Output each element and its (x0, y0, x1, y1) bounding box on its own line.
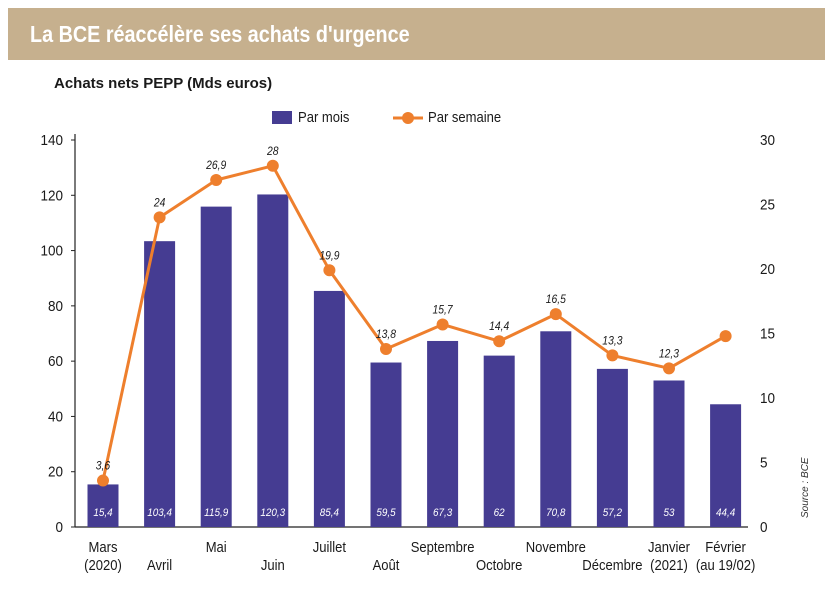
line-point (606, 349, 619, 362)
y-right-tick-label: 30 (760, 132, 775, 149)
x-tick-label: Janvier (648, 539, 690, 555)
legend-marker-par-semaine (402, 112, 414, 124)
y-left-tick-label: 100 (41, 243, 64, 260)
line-point (549, 308, 562, 321)
bar-value-label: 53 (663, 508, 674, 520)
bar (313, 290, 345, 527)
line-value-label: 19,9 (319, 250, 339, 263)
bar-value-label: 62 (494, 508, 505, 520)
y-left-tick-label: 40 (48, 409, 63, 426)
line-value-label: 13,3 (602, 335, 622, 348)
bar (144, 241, 176, 527)
bar (596, 368, 628, 527)
y-left-tick-label: 60 (48, 354, 63, 371)
line-point (153, 211, 166, 224)
series-line-par-semaine (101, 164, 727, 481)
bar (200, 206, 232, 527)
bar-value-label: 57,2 (603, 508, 622, 520)
y-right-tick-label: 25 (760, 197, 775, 214)
line-point (210, 173, 223, 186)
bar-value-label: 67,3 (433, 508, 452, 520)
bar (540, 331, 572, 527)
y-left-tick-label: 140 (41, 132, 64, 149)
bar (653, 380, 685, 527)
x-tick-label: Octobre (476, 557, 523, 573)
bar-value-label: 85,4 (320, 508, 339, 520)
bar (427, 340, 459, 527)
line-value-label: 28 (266, 145, 279, 158)
bar-value-label: 120,3 (260, 508, 285, 520)
x-tick-label: Novembre (526, 539, 586, 555)
x-tick-label: Février (705, 539, 746, 555)
line-value-label: 14,4 (489, 321, 509, 334)
header-banner: La BCE réaccélère ses achats d'urgence (8, 8, 825, 60)
line-point (493, 335, 506, 348)
line-point (719, 330, 732, 343)
chart-subtitle: Achats nets PEPP (Mds euros) (54, 75, 273, 92)
x-tick-label: (au 19/02) (696, 557, 755, 573)
line-point (323, 264, 336, 277)
line-value-label: 15,7 (433, 304, 454, 317)
x-tick-label: Mai (206, 539, 227, 555)
line-point (380, 342, 392, 355)
y-right-tick-label: 5 (760, 455, 768, 472)
line-value-label: 12,3 (659, 348, 679, 361)
x-tick-label: (2021) (650, 557, 688, 573)
bar-value-label: 103,4 (147, 508, 172, 520)
line-value-label: 3,6 (96, 460, 111, 473)
line-point (266, 159, 279, 172)
line-value-label: 13,8 (376, 329, 397, 342)
y-right-tick-label: 15 (760, 326, 775, 343)
y-right-tick-label: 0 (760, 519, 768, 536)
bar (87, 484, 119, 527)
line-value-label: 26,9 (205, 160, 226, 173)
legend-swatch-par-mois (272, 111, 292, 124)
y-left-tick-label: 20 (48, 464, 63, 481)
line-point (436, 318, 449, 331)
x-tick-label: (2020) (84, 557, 122, 573)
bar-value-label: 15,4 (93, 508, 112, 520)
chart-title: La BCE réaccélère ses achats d'urgence (30, 20, 410, 47)
line-point (663, 362, 675, 375)
bar-value-label: 115,9 (204, 508, 228, 520)
y-right-tick-label: 20 (760, 261, 775, 278)
line-value-label: 16,5 (546, 294, 567, 307)
bar-value-label: 59,5 (376, 508, 395, 520)
bar-value-label: 44,4 (716, 508, 735, 520)
bar-value-label: 70,8 (546, 508, 565, 520)
bar (710, 404, 742, 527)
x-tick-label: Août (373, 557, 400, 573)
x-tick-label: Septembre (411, 539, 475, 555)
x-tick-label: Avril (147, 557, 172, 573)
bar (257, 194, 289, 527)
legend-label-par-mois: Par mois (298, 109, 350, 125)
source-note: Source : BCE (800, 457, 811, 518)
x-tick-label: Décembre (582, 557, 642, 573)
y-left-tick-label: 80 (48, 298, 63, 315)
bar (483, 355, 515, 527)
line-value-label: 24 (153, 197, 165, 210)
y-left-tick-label: 0 (55, 519, 63, 536)
bar (370, 362, 402, 527)
line-point (97, 474, 109, 487)
x-tick-label: Juillet (313, 539, 346, 555)
x-tick-label: Mars (89, 539, 118, 555)
legend-label-par-semaine: Par semaine (428, 109, 502, 125)
y-right-tick-label: 10 (760, 390, 775, 407)
y-left-tick-label: 120 (41, 188, 64, 205)
x-tick-label: Juin (261, 557, 285, 573)
